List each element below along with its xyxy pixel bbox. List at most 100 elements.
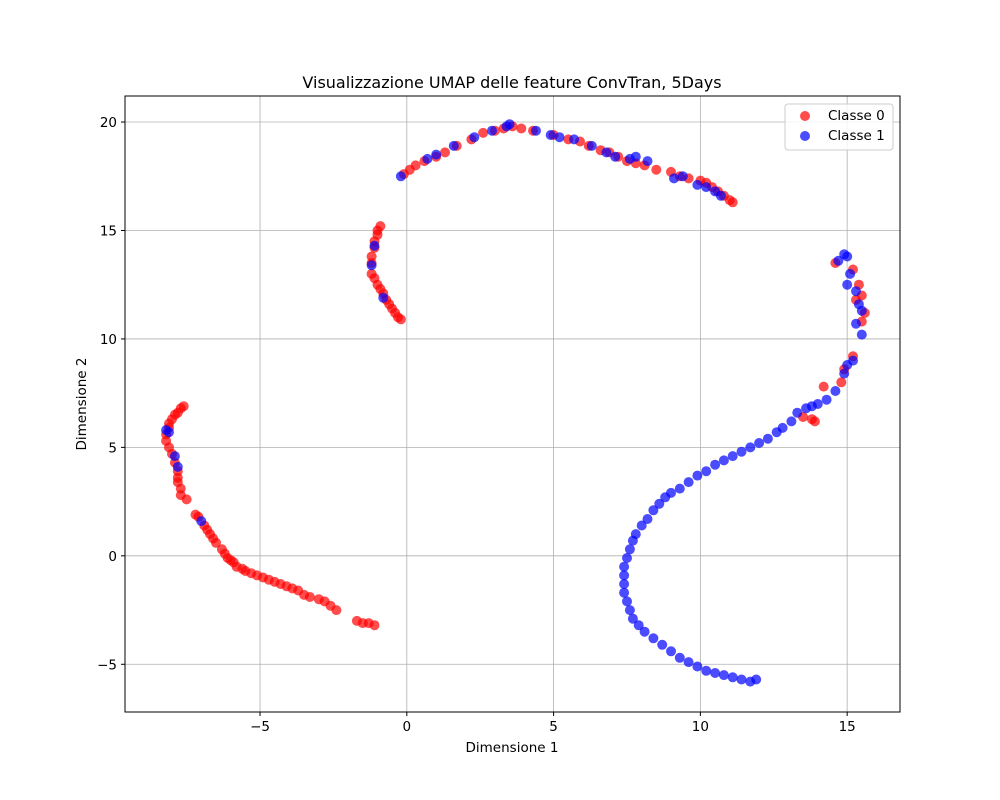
scatter-point-classe-1 xyxy=(487,125,497,136)
scatter-point-classe-1 xyxy=(736,674,747,685)
scatter-point-classe-1 xyxy=(366,260,377,271)
scatter-point-classe-1 xyxy=(569,134,580,145)
scatter-point-classe-1 xyxy=(856,329,867,340)
legend-label-classe-1: Classe 1 xyxy=(828,128,885,144)
scatter-point-classe-1 xyxy=(395,171,406,182)
scatter-point-classe-1 xyxy=(431,149,442,160)
scatter-point-classe-1 xyxy=(792,407,803,418)
scatter-point-classe-1 xyxy=(172,461,183,472)
scatter-point-classe-1 xyxy=(196,516,207,527)
x-tick-label: −5 xyxy=(250,719,270,735)
scatter-point-classe-1 xyxy=(786,416,797,427)
scatter-point-classe-1 xyxy=(692,661,703,672)
scatter-point-classe-1 xyxy=(619,587,630,598)
scatter-point-classe-1 xyxy=(842,279,853,290)
y-tick-label: 0 xyxy=(108,549,117,565)
chart-title: Visualizzazione UMAP delle feature ConvT… xyxy=(302,73,721,92)
scatter-point-classe-1 xyxy=(619,570,630,581)
scatter-point-classe-1 xyxy=(830,386,841,396)
scatter-point-classe-1 xyxy=(710,459,721,470)
scatter-point-classe-1 xyxy=(718,455,729,466)
scatter-point-classe-1 xyxy=(701,182,712,193)
scatter-point-classe-1 xyxy=(169,451,180,462)
scatter-point-classe-1 xyxy=(771,427,782,438)
scatter-point-classe-1 xyxy=(674,652,685,663)
scatter-point-classe-1 xyxy=(636,520,647,531)
scatter-point-classe-1 xyxy=(648,633,659,644)
scatter-point-classe-1 xyxy=(669,173,679,184)
y-axis-title: Dimensione 2 xyxy=(74,358,90,451)
scatter-point-classe-1 xyxy=(715,190,726,201)
legend-box xyxy=(784,103,894,151)
scatter-point-classe-0 xyxy=(818,381,829,392)
scatter-point-classe-0 xyxy=(410,160,421,171)
scatter-point-classe-1 xyxy=(801,403,812,414)
scatter-point-classe-1 xyxy=(622,553,632,563)
scatter-point-classe-1 xyxy=(601,147,612,158)
scatter-point-classe-0 xyxy=(727,197,738,208)
scatter-point-classe-1 xyxy=(701,466,712,477)
scatter-point-classe-1 xyxy=(619,561,630,572)
y-tick-label: 15 xyxy=(100,223,117,239)
scatter-point-classe-1 xyxy=(751,674,762,685)
scatter-point-classe-1 xyxy=(736,446,747,457)
scatter-point-classe-1 xyxy=(839,368,850,379)
scatter-point-classe-0 xyxy=(369,620,380,631)
scatter-point-classe-1 xyxy=(657,639,668,650)
scatter-point-classe-1 xyxy=(851,318,861,329)
scatter-point-classe-0 xyxy=(211,537,221,548)
scatter-point-classe-1 xyxy=(627,535,638,546)
scatter-point-classe-1 xyxy=(378,292,389,303)
scatter-point-classe-1 xyxy=(845,268,856,279)
scatter-point-classe-1 xyxy=(851,286,861,297)
scatter-points xyxy=(161,119,870,687)
x-tick-label: 5 xyxy=(549,719,558,735)
scatter-point-classe-1 xyxy=(627,613,638,624)
scatter-point-classe-1 xyxy=(727,672,738,683)
scatter-point-classe-1 xyxy=(610,151,621,162)
scatter-point-classe-1 xyxy=(448,140,459,151)
scatter-point-classe-1 xyxy=(369,240,380,251)
scatter-point-classe-0 xyxy=(395,314,406,325)
y-tick-label: −5 xyxy=(97,657,117,673)
scatter-point-classe-0 xyxy=(651,164,662,175)
scatter-point-classe-1 xyxy=(692,179,703,190)
scatter-point-classe-0 xyxy=(304,592,315,602)
scatter-point-classe-1 xyxy=(718,670,729,681)
scatter-point-classe-1 xyxy=(727,451,738,462)
scatter-point-classe-1 xyxy=(654,498,665,509)
grid-lines xyxy=(125,96,900,712)
scatter-point-classe-1 xyxy=(422,153,433,164)
axis-ticks: −5 0 5 10 15 −5 0 5 10 15 20 xyxy=(97,115,856,735)
y-tick-label: 10 xyxy=(100,332,117,348)
scatter-point-classe-1 xyxy=(660,492,671,503)
scatter-point-classe-0 xyxy=(331,605,342,616)
scatter-point-classe-1 xyxy=(648,505,659,516)
scatter-point-classe-1 xyxy=(531,125,541,136)
scatter-point-classe-1 xyxy=(842,251,853,262)
scatter-point-classe-1 xyxy=(469,132,480,143)
scatter-point-classe-0 xyxy=(516,123,527,134)
scatter-point-classe-1 xyxy=(833,255,844,266)
scatter-point-classe-1 xyxy=(856,305,867,316)
x-tick-label: 10 xyxy=(692,719,709,735)
legend-label-classe-0: Classe 0 xyxy=(828,108,885,124)
scatter-point-classe-1 xyxy=(164,427,174,438)
x-axis-title: Dimensione 1 xyxy=(466,740,559,756)
scatter-point-classe-0 xyxy=(440,147,450,158)
scatter-point-classe-1 xyxy=(666,646,676,657)
scatter-point-classe-1 xyxy=(554,132,565,143)
scatter-point-classe-1 xyxy=(624,544,635,555)
scatter-point-classe-1 xyxy=(642,156,653,167)
x-tick-label: 15 xyxy=(839,719,856,735)
scatter-point-classe-1 xyxy=(692,470,703,481)
scatter-point-classe-1 xyxy=(630,151,641,162)
legend-marker-classe-1 xyxy=(800,131,810,141)
legend-marker-classe-0 xyxy=(800,111,810,121)
scatter-point-classe-1 xyxy=(683,657,694,668)
scatter-point-classe-1 xyxy=(622,596,632,607)
scatter-point-classe-1 xyxy=(710,668,721,678)
scatter-point-classe-1 xyxy=(633,620,644,631)
scatter-point-classe-1 xyxy=(842,360,853,370)
